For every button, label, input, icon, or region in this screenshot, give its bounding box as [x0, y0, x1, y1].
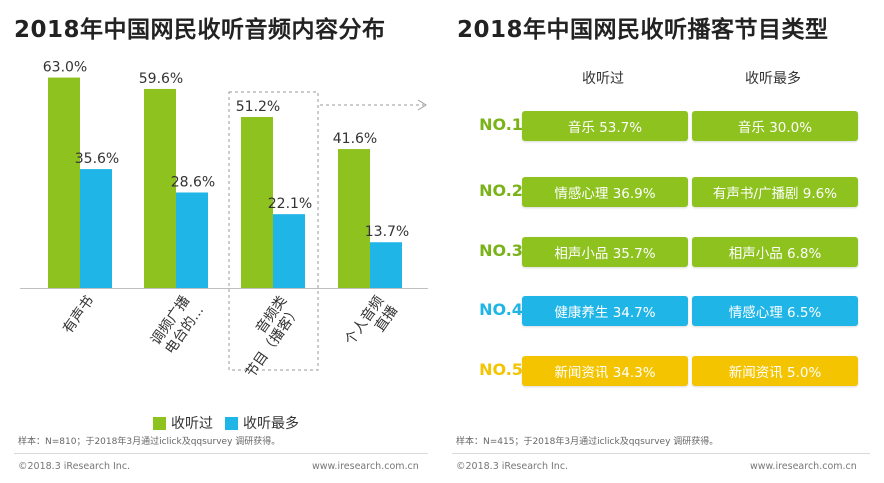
- bar-listened-3: [338, 149, 370, 288]
- data-label-listened-3: 41.6%: [333, 131, 377, 147]
- chart-legend: 收听过 收听最多: [153, 413, 311, 433]
- right-footer-divider: [452, 453, 870, 454]
- rank-4-most-pill: 情感心理 6.5%: [692, 296, 858, 326]
- highlight-box: [228, 91, 319, 371]
- bar-most-1: [176, 192, 208, 288]
- right-panel-title: 2018年中国网民收听播客节目类型: [457, 17, 829, 43]
- bar-listened-0: [48, 77, 80, 288]
- bar-most-3: [370, 242, 402, 288]
- data-label-listened-0: 63.0%: [43, 60, 87, 76]
- bar-most-0: [80, 169, 112, 288]
- rank-3-most-pill: 相声小品 6.8%: [692, 237, 858, 267]
- rank-2-most-pill: 有声书/广播剧 9.6%: [692, 177, 858, 207]
- rank-5-listened-pill: 新闻资讯 34.3%: [522, 356, 688, 386]
- left-sample-note: 样本：N=810；于2018年3月通过iclick及qqsurvey 调研获得。: [18, 437, 281, 447]
- rank-label-2: NO.2: [479, 181, 523, 200]
- category-label-0: 有声书: [60, 293, 97, 337]
- rank-4-listened-pill: 健康养生 34.7%: [522, 296, 688, 326]
- right-site-url: www.iresearch.com.cn: [750, 461, 857, 472]
- rank-label-5: NO.5: [479, 360, 523, 379]
- right-sample-note: 样本：N=415；于2018年3月通过iclick及qqsurvey 调研获得。: [456, 437, 719, 447]
- legend-item-listened: 收听过: [153, 413, 213, 433]
- category-label-1: 调频广播电台的...: [148, 293, 207, 357]
- data-label-most-0: 35.6%: [75, 151, 119, 167]
- rank-label-1: NO.1: [479, 115, 523, 134]
- category-label-line: 有声书: [60, 293, 97, 337]
- legend-item-most: 收听最多: [225, 413, 299, 433]
- right-copyright: ©2018.3 iResearch Inc.: [456, 461, 569, 472]
- bar-most-2: [273, 214, 305, 288]
- left-site-url: www.iresearch.com.cn: [312, 461, 419, 472]
- data-label-most-1: 28.6%: [171, 174, 215, 190]
- legend-label-listened: 收听过: [171, 416, 213, 432]
- data-label-most-2: 22.1%: [268, 196, 312, 212]
- data-label-listened-1: 59.6%: [139, 71, 183, 87]
- rank-5-most-pill: 新闻资讯 5.0%: [692, 356, 858, 386]
- legend-swatch-most: [225, 416, 238, 430]
- data-label-listened-2: 51.2%: [236, 99, 280, 115]
- rank-1-most-pill: 音乐 30.0%: [692, 111, 858, 141]
- legend-swatch-listened: [153, 416, 166, 430]
- left-chart-title: 2018年中国网民收听音频内容分布: [14, 17, 386, 43]
- rank-1-listened-pill: 音乐 53.7%: [522, 111, 688, 141]
- legend-label-most: 收听最多: [243, 416, 299, 432]
- column-header-listened: 收听过: [582, 71, 624, 87]
- left-copyright: ©2018.3 iResearch Inc.: [18, 461, 131, 472]
- left-footer-divider: [14, 453, 428, 454]
- highlight-arrow-head: [417, 99, 427, 111]
- bar-listened-1: [144, 88, 176, 288]
- rank-2-listened-pill: 情感心理 36.9%: [522, 177, 688, 207]
- rank-label-4: NO.4: [479, 300, 523, 319]
- bar-listened-2: [241, 116, 273, 288]
- rank-3-listened-pill: 相声小品 35.7%: [522, 237, 688, 267]
- column-header-most: 收听最多: [745, 71, 801, 87]
- rank-label-3: NO.3: [479, 241, 523, 260]
- data-label-most-3: 13.7%: [365, 224, 409, 240]
